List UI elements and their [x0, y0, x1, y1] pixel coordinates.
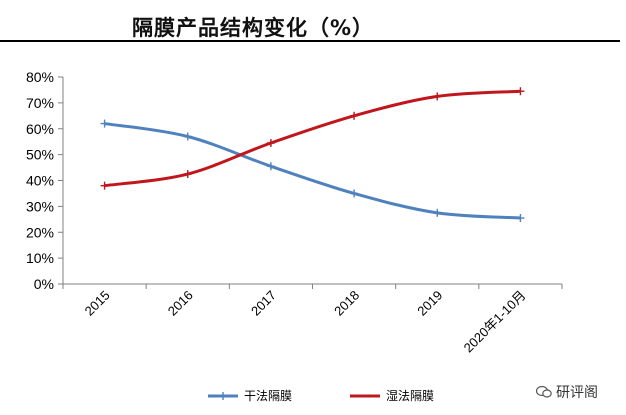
y-tick-label: 20% — [26, 224, 54, 240]
y-tick-label: 0% — [34, 276, 54, 292]
y-tick-label: 10% — [26, 250, 54, 266]
x-tick-label: 2016 — [165, 288, 196, 319]
watermark-text: 研评阁 — [556, 385, 598, 401]
y-tick-label: 50% — [26, 147, 54, 163]
legend-label: 湿法隔膜 — [386, 388, 434, 403]
y-tick-label: 40% — [26, 173, 54, 189]
chart-title: 隔膜产品结构变化（%） — [132, 16, 375, 40]
y-tick-label: 60% — [26, 121, 54, 137]
series-line — [104, 122, 521, 220]
x-tick-label: 2019 — [414, 288, 445, 319]
wechat-icon — [536, 386, 552, 398]
x-tick-label: 2015 — [82, 288, 113, 319]
legend-label: 干法隔膜 — [244, 389, 292, 403]
x-tick-label: 2020年1-10月 — [461, 288, 529, 356]
y-tick-label: 70% — [26, 95, 54, 111]
title-underline — [0, 40, 620, 42]
y-tick-label: 80% — [26, 69, 54, 85]
x-tick-label: 2018 — [331, 288, 362, 319]
x-tick-label: 2017 — [248, 288, 279, 319]
series-line — [104, 89, 521, 188]
watermark: 研评阁 — [536, 382, 598, 402]
y-tick-label: 30% — [26, 198, 54, 214]
